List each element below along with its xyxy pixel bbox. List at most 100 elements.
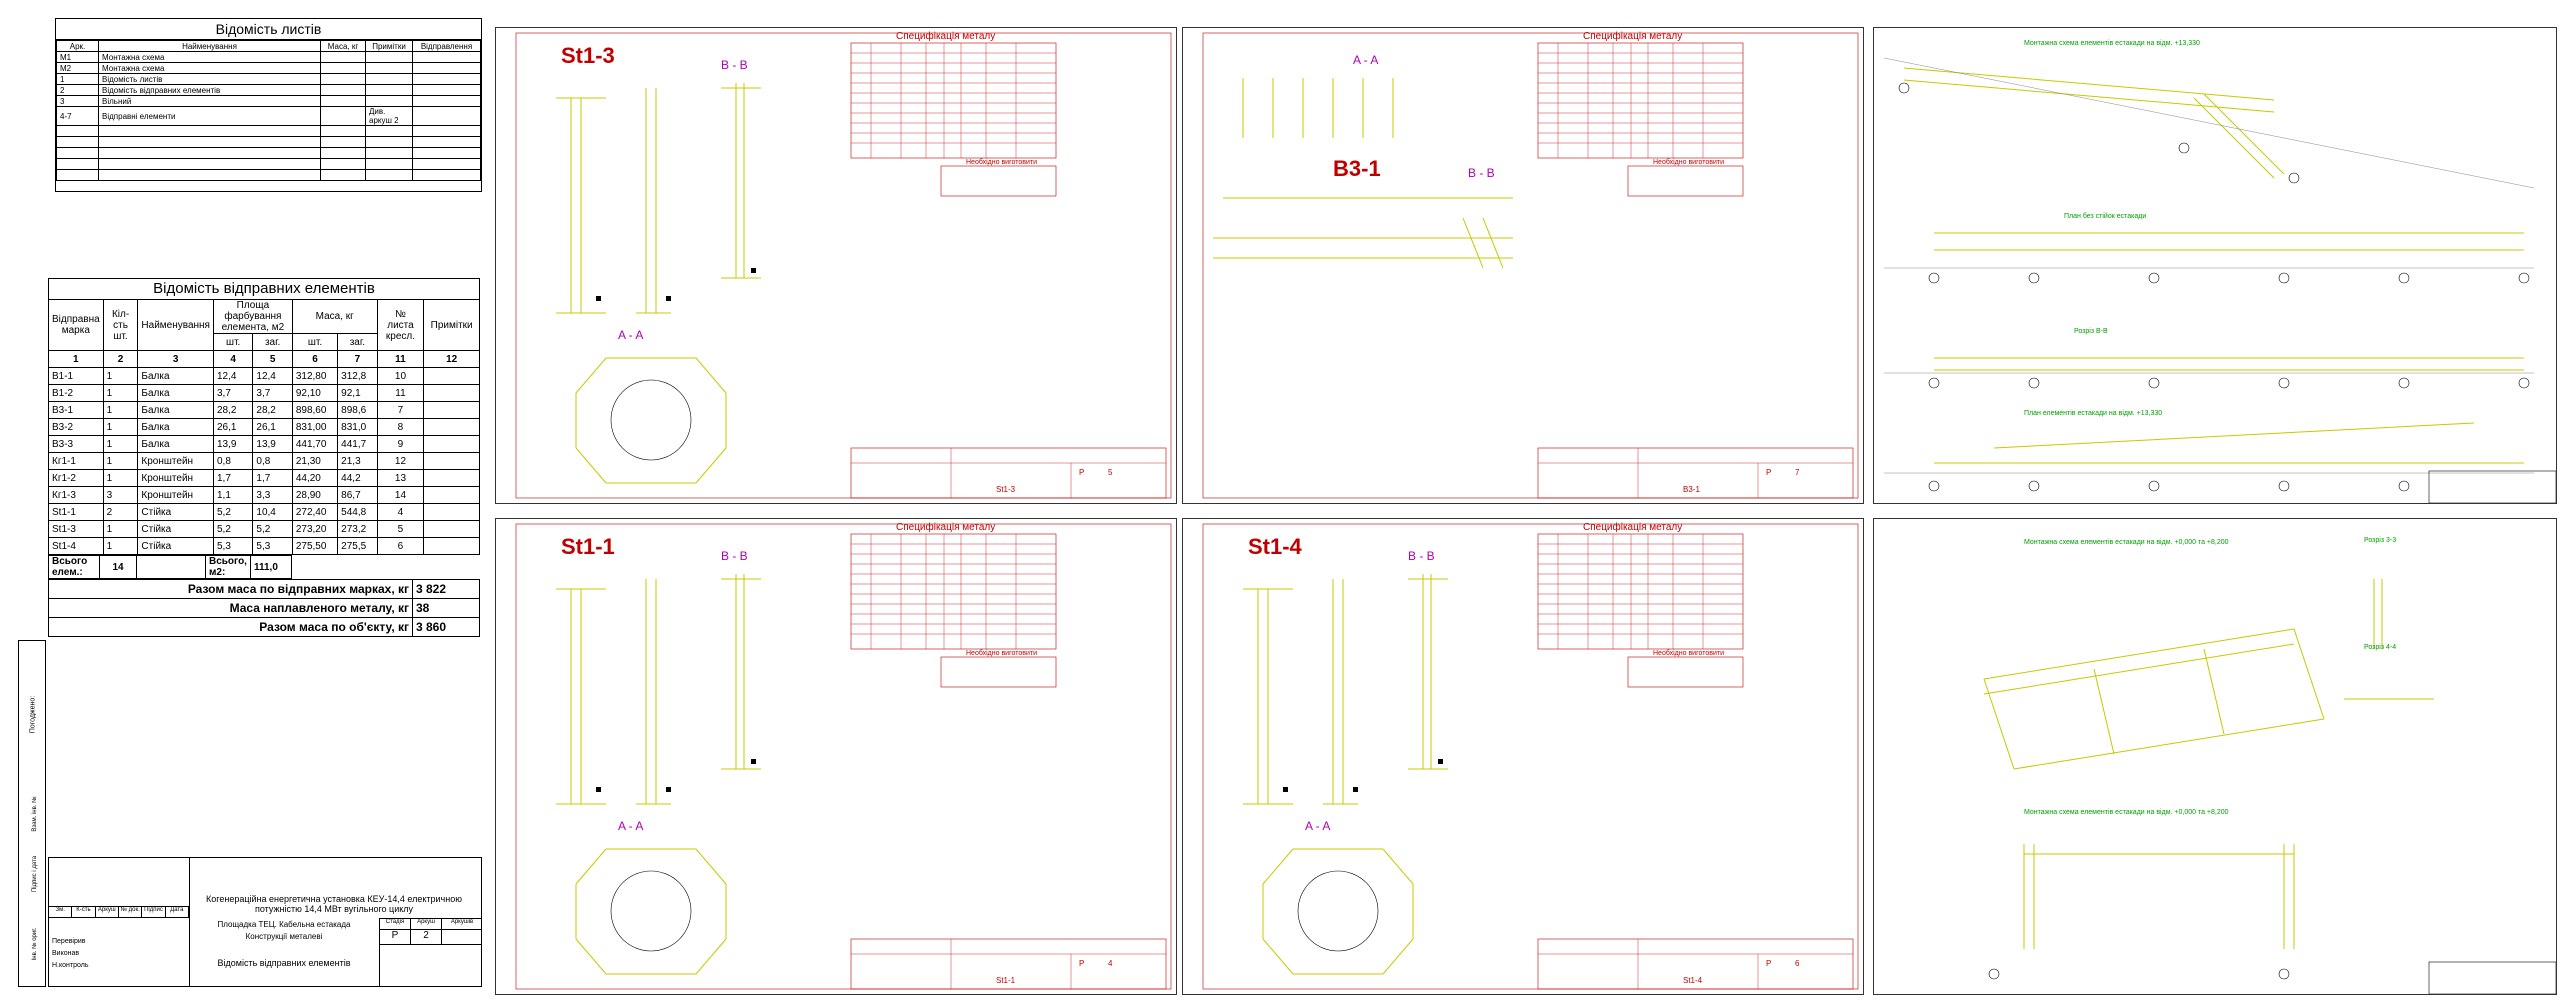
mass-summary-label: Маса наплавленого металу, кг: [48, 598, 413, 618]
table-cell: Кронштейн: [137, 469, 214, 487]
stamp-sheet: 6: [1795, 959, 1800, 968]
sheet-list-cell: [56, 125, 99, 137]
sheet-list-cell: 1: [56, 73, 99, 85]
table-row: Кг1-1 1 Кронштейн 0,8 0,8 21,30 21,3 12: [48, 452, 480, 470]
col-header: Відправлення: [412, 40, 481, 52]
table-cell: 4: [376, 503, 425, 521]
table-cell: St1-1: [48, 503, 104, 521]
scheme-title-6: Розріз 3-3: [2364, 537, 2397, 544]
sheet-label: Аркуш: [411, 919, 442, 929]
sheet-list-cell: 3: [56, 95, 99, 107]
col-notes: Примітки: [423, 299, 480, 351]
stamp-stage: Р: [1766, 468, 1772, 477]
sheet-list-title: Відомість листів: [56, 19, 481, 40]
table-cell: В3-2: [48, 418, 104, 436]
title-block-col: Зм.: [49, 907, 73, 917]
col-sheet: № листа кресл.: [376, 299, 425, 351]
table-cell: 26,1: [252, 418, 293, 436]
title-block-col: Аркуш: [96, 907, 119, 917]
mass-summary-row: Разом маса по відправних марках, кг 3 822: [48, 579, 480, 599]
table-cell: 6: [376, 537, 425, 555]
table-row: В1-2 1 Балка 3,7 3,7 92,10 92,1 11: [48, 384, 480, 402]
side-stamp-approved: Погоджено:: [29, 695, 37, 734]
col-mass-pcs: шт.: [291, 333, 339, 351]
table-cell: 5,2: [212, 520, 254, 538]
table-cell: 1: [102, 401, 139, 419]
need-title: Необхідно виготовити: [1653, 650, 1724, 657]
table-cell: 275,50: [291, 537, 339, 555]
side-stamp-replace: Взам. інв. №: [32, 796, 38, 832]
table-cell: В1-2: [48, 384, 104, 402]
table-cell: 5,3: [252, 537, 293, 555]
table-cell: [423, 452, 480, 470]
table-cell: Балка: [137, 367, 214, 385]
title-project: Когенераційна енергетична установка КЕУ-…: [206, 894, 462, 914]
table-cell: 1: [102, 367, 139, 385]
role-normcontrol: Н.контроль: [52, 962, 89, 969]
mass-summary-row: Маса наплавленого металу, кг 38: [48, 598, 480, 618]
sheet-list-row: 1 Відомість листів: [56, 73, 481, 85]
sheet-list-cell: Відомість відправних елементів: [98, 84, 321, 96]
table-cell: 9: [376, 435, 425, 453]
table-row: St1-4 1 Стійка 5,3 5,3 275,50 275,5 6: [48, 537, 480, 555]
sheet-list-cell: [320, 106, 366, 126]
table-cell: 13: [376, 469, 425, 487]
table-cell: 12: [376, 452, 425, 470]
sheet-list-cell: [98, 136, 321, 148]
sheet-list-cell: [365, 136, 413, 148]
table-cell: 1,7: [212, 469, 254, 487]
scheme-title-1: Монтажна схема елементів естакади на від…: [2024, 40, 2200, 47]
col-qty: Кіл-сть шт.: [102, 299, 139, 351]
empty-cell: [291, 556, 480, 579]
total-elements-label: Всього елем.:: [48, 555, 100, 579]
sheet-list-cell: [412, 95, 481, 107]
table-cell: 544,8: [337, 503, 378, 521]
sheet-list-header: Арк. Найменування Маса, кг Примітки Відп…: [56, 40, 481, 52]
table-cell: 441,70: [291, 435, 339, 453]
section-bb-label: B - B: [721, 549, 748, 563]
sheet-list-cell: [412, 158, 481, 170]
sheet-list-cell: [365, 73, 413, 85]
table-cell: В3-1: [48, 401, 104, 419]
table-cell: St1-4: [48, 537, 104, 555]
drawing-sheet: St1-3 B - B A - A Специфікація металу Необхі…: [495, 27, 1177, 504]
table-cell: 10,4: [252, 503, 293, 521]
table-cell: 1: [102, 452, 139, 470]
col-area-total: заг.: [252, 333, 293, 351]
stamp-name: B3-1: [1683, 485, 1700, 494]
sheet-list-cell: [365, 125, 413, 137]
scheme-sheet-bottom: Монтажна схема елементів естакади на від…: [1873, 518, 2557, 995]
column-number: 6: [291, 350, 339, 368]
sheet-list-cell: [365, 158, 413, 170]
sheet-list-cell: 2: [56, 84, 99, 96]
table-cell: 1: [102, 537, 139, 555]
table-cell: [423, 503, 480, 521]
sheet-list-cell: [365, 169, 413, 181]
table-row: St1-1 2 Стійка 5,2 10,4 272,40 544,8 4: [48, 503, 480, 521]
table-cell: [423, 418, 480, 436]
scheme-title-3: Розріз В-В: [2074, 328, 2108, 335]
sheet-list-cell: 4-7: [56, 106, 99, 126]
sheet-list-cell: [98, 158, 321, 170]
sheet-list-cell: [320, 158, 366, 170]
stamp-sheet: 7: [1795, 468, 1800, 477]
sheet-list-cell: М2: [56, 62, 99, 74]
table-row: В3-1 1 Балка 28,2 28,2 898,60 898,6 7: [48, 401, 480, 419]
elements-totals-table: Всього елем.: 14 Всього, м2: 111,0: [48, 555, 480, 579]
drawing-label: St1-3: [561, 43, 615, 68]
table-cell: 44,20: [291, 469, 339, 487]
drawing-svg: [1202, 523, 1859, 990]
need-title: Необхідно виготовити: [966, 159, 1037, 166]
side-stamp: Погоджено: Інв. № ориг. Підпис і дата Вз…: [18, 640, 46, 987]
table-cell: 28,90: [291, 486, 339, 504]
table-cell: 1: [102, 520, 139, 538]
sheet-list-cell: [412, 84, 481, 96]
table-cell: 28,2: [212, 401, 254, 419]
table-cell: Балка: [137, 435, 214, 453]
section-aa-label: A - A: [618, 819, 644, 833]
sheet-list-cell: Монтажна схема: [98, 51, 321, 63]
table-cell: [423, 367, 480, 385]
title-block-col: Дата: [166, 907, 189, 917]
table-cell: 441,7: [337, 435, 378, 453]
sheet-list-row: [56, 136, 481, 148]
